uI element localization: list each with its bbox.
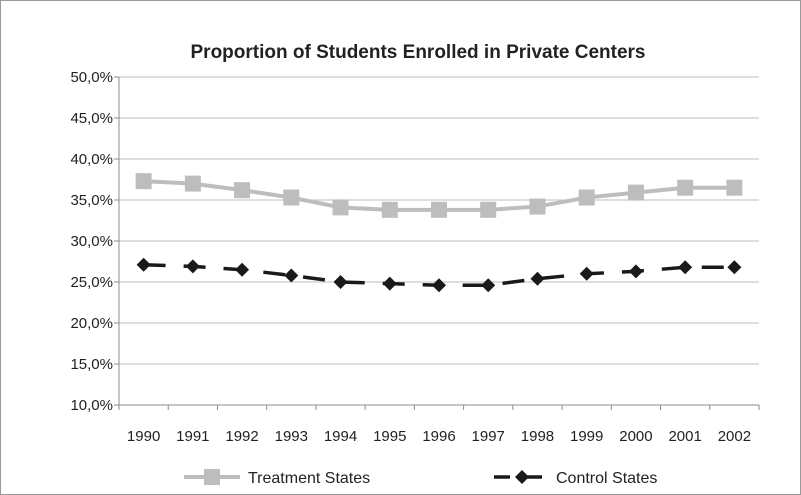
x-tick-label: 1998 <box>521 428 554 445</box>
x-tick-label: 1991 <box>176 428 209 445</box>
data-point-square <box>381 201 398 218</box>
x-tick-label: 1990 <box>127 428 160 445</box>
y-tick-label: 35,0% <box>70 192 113 209</box>
data-point-square <box>431 201 447 218</box>
x-tick-label: 1997 <box>472 428 505 445</box>
y-tick-label: 30,0% <box>70 233 113 250</box>
y-tick-label: 40,0% <box>70 151 113 168</box>
x-tick-label: 1996 <box>422 428 455 445</box>
data-point-square <box>135 173 152 190</box>
data-point-diamond <box>432 278 446 293</box>
legend: Treatment States Control States <box>184 469 657 487</box>
legend-item: Treatment States <box>184 469 370 487</box>
data-point-diamond <box>678 260 693 275</box>
x-tick-label: 1993 <box>275 428 308 445</box>
legend-label: Treatment States <box>248 470 370 487</box>
series-control-states <box>136 257 742 293</box>
data-point-diamond <box>185 259 200 274</box>
data-point-square <box>578 189 595 206</box>
data-point-square <box>184 175 201 192</box>
data-point-square <box>726 179 743 196</box>
data-point-diamond <box>284 268 299 283</box>
data-point-square <box>529 198 546 215</box>
chart-title: Proportion of Students Enrolled in Priva… <box>191 42 646 63</box>
y-tick-label: 20,0% <box>70 315 113 332</box>
y-tick-label: 10,0% <box>70 397 113 414</box>
x-tick-label: 2000 <box>619 428 652 445</box>
data-point-diamond <box>530 271 545 286</box>
data-point-diamond <box>579 266 594 281</box>
x-tick-label: 1999 <box>570 428 603 445</box>
data-point-diamond <box>136 257 151 272</box>
data-point-square <box>480 201 497 218</box>
data-point-square <box>283 189 300 206</box>
y-tick-label: 25,0% <box>70 274 113 291</box>
axes <box>114 76 760 410</box>
series-layer <box>135 173 743 293</box>
x-tick-label: 1995 <box>373 428 406 445</box>
x-tick-label: 1994 <box>324 428 357 445</box>
legend-label: Control States <box>556 470 657 487</box>
y-tick-labels: 10,0% 15,0% 20,0% 25,0% 30,0% 35,0% 40,0% 45,0%… <box>70 69 113 414</box>
legend-item: Control States <box>494 470 657 487</box>
gridlines <box>119 76 759 365</box>
y-tick-label: 15,0% <box>70 356 113 373</box>
x-tick-label: 2002 <box>718 428 751 445</box>
data-point-diamond <box>333 275 348 289</box>
legend-marker-square <box>204 469 220 485</box>
x-tick-label: 2001 <box>668 428 701 445</box>
y-tick-label: 50,0% <box>70 69 113 86</box>
data-point-square <box>234 182 251 199</box>
series-treatment-states <box>135 173 743 218</box>
data-point-diamond <box>481 278 496 293</box>
data-point-diamond <box>628 264 643 279</box>
x-tick-label: 1992 <box>225 428 258 445</box>
data-point-diamond <box>727 260 742 275</box>
data-point-square <box>627 184 644 201</box>
data-point-square <box>677 179 694 196</box>
data-point-diamond <box>235 262 250 277</box>
legend-marker-diamond <box>515 470 529 484</box>
y-tick-label: 45,0% <box>70 110 113 127</box>
data-point-square <box>332 199 349 216</box>
data-point-diamond <box>382 276 397 291</box>
x-tick-labels: 1990 1991 1992 1993 1994 1995 1996 1997 1998 1999… <box>127 428 751 445</box>
